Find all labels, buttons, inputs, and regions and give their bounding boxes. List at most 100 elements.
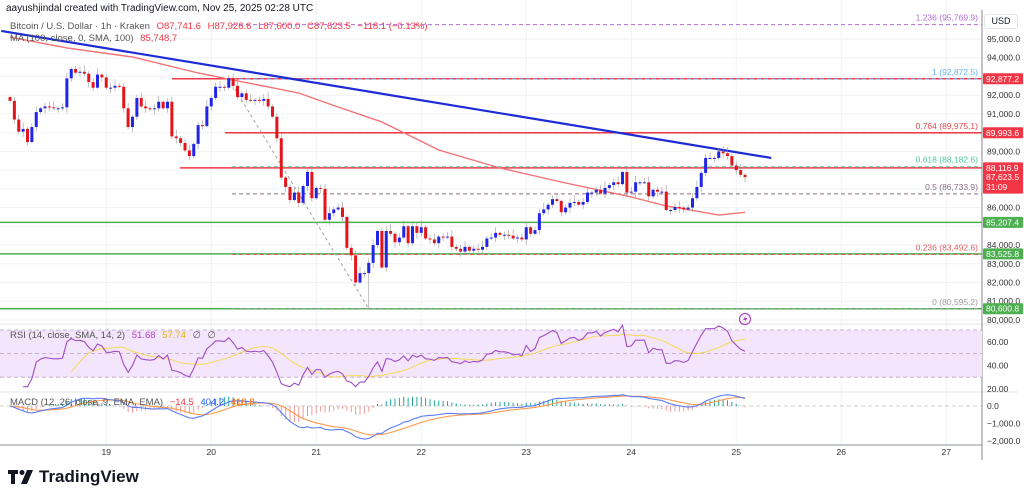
candle-body bbox=[214, 86, 218, 98]
tradingview-logo[interactable]: TradingView bbox=[8, 467, 139, 487]
price-tag-bg bbox=[983, 73, 1023, 85]
candle bbox=[669, 207, 673, 215]
candle-body bbox=[266, 98, 270, 107]
fib-level-label: 0.5 (86,733.9) bbox=[925, 182, 978, 192]
ma-legend[interactable]: MA (100, close, 0, SMA, 100) 85,748.7 bbox=[10, 33, 181, 44]
candle bbox=[717, 148, 721, 161]
candle bbox=[96, 68, 99, 90]
candle-body bbox=[227, 78, 231, 88]
candle-body bbox=[402, 226, 406, 238]
candle-body bbox=[695, 186, 699, 199]
candle bbox=[664, 185, 668, 212]
candle-body bbox=[424, 227, 428, 239]
candle bbox=[336, 203, 340, 211]
macd-histogram-value: −14.5 bbox=[169, 397, 194, 408]
candle-body bbox=[288, 186, 292, 201]
price-tag: 85,207.4 bbox=[983, 216, 1023, 228]
candle-body bbox=[336, 207, 340, 210]
candle-body bbox=[481, 246, 484, 250]
candle-body bbox=[699, 172, 703, 187]
candle bbox=[546, 202, 550, 215]
candle bbox=[651, 188, 655, 199]
candle bbox=[179, 135, 183, 147]
candle bbox=[481, 240, 484, 255]
candle bbox=[358, 266, 362, 284]
candle bbox=[454, 244, 458, 252]
candle-body bbox=[603, 187, 607, 194]
candle bbox=[726, 146, 729, 160]
rsi-legend[interactable]: RSI (14, close, SMA, 14, 2) 51.68 57.74 … bbox=[10, 330, 220, 341]
candle-body bbox=[577, 201, 581, 205]
candle bbox=[231, 73, 235, 91]
candle-body bbox=[354, 255, 358, 283]
price-tick-label: 80,000.0 bbox=[987, 315, 1020, 325]
candle bbox=[8, 95, 12, 103]
candle-body bbox=[629, 191, 633, 193]
candle-body bbox=[664, 191, 668, 211]
candle-body bbox=[78, 71, 82, 73]
time-tick-label: 21 bbox=[312, 447, 322, 457]
price-tick-label: 84,000.0 bbox=[987, 240, 1020, 250]
lightning-icon[interactable] bbox=[738, 312, 752, 326]
ma-label: MA (100, close, 0, SMA, 100) bbox=[10, 33, 134, 44]
candle bbox=[139, 93, 143, 108]
candle-body bbox=[437, 236, 441, 244]
currency-selector[interactable]: USD bbox=[984, 14, 1018, 29]
candle bbox=[214, 82, 218, 101]
rsi-tick-label: 20.00 bbox=[987, 384, 1009, 394]
candle-body bbox=[721, 151, 725, 154]
candle-body bbox=[43, 106, 47, 109]
candle-body bbox=[279, 138, 283, 178]
candle bbox=[542, 202, 546, 216]
macd-legend[interactable]: MACD (12, 26, close, 9, EMA, EMA) −14.5 … bbox=[10, 397, 259, 408]
candle-body bbox=[367, 262, 371, 274]
candle bbox=[166, 98, 169, 113]
candle bbox=[266, 92, 270, 110]
candle bbox=[306, 167, 309, 192]
candle-body bbox=[174, 136, 178, 139]
candle-body bbox=[647, 182, 651, 197]
candle-body bbox=[607, 185, 611, 188]
candle-body bbox=[179, 138, 183, 143]
price-tag-text: 80,600.8 bbox=[986, 304, 1019, 314]
candle-body bbox=[415, 226, 419, 233]
candle-body bbox=[323, 188, 327, 220]
candle bbox=[507, 229, 511, 240]
candle bbox=[686, 204, 690, 211]
candle bbox=[524, 221, 528, 245]
candle bbox=[520, 233, 524, 242]
symbol-name[interactable]: Bitcoin / U.S. Dollar · 1h · Kraken bbox=[10, 21, 150, 32]
candle bbox=[332, 207, 336, 217]
price-tag-text: 85,207.4 bbox=[986, 217, 1019, 227]
candle bbox=[599, 184, 603, 196]
candle bbox=[638, 179, 642, 186]
candle bbox=[704, 153, 708, 177]
candle bbox=[192, 142, 196, 159]
candle bbox=[634, 175, 638, 197]
candle-body bbox=[253, 99, 257, 101]
candle bbox=[537, 208, 541, 235]
candle bbox=[82, 65, 86, 77]
candle-body bbox=[34, 112, 38, 128]
candle-body bbox=[332, 209, 336, 214]
candle-body bbox=[319, 187, 323, 189]
chart-canvas[interactable]: 1.236 (95,769.9) 1 (92,872.5) 0.764 (89,97… bbox=[0, 0, 1024, 462]
price-tag-bg bbox=[983, 162, 1023, 174]
price-tag-bg bbox=[983, 303, 1023, 315]
candle bbox=[354, 250, 358, 286]
candle bbox=[61, 103, 64, 111]
fib-level-label: 0.236 (83,492.6) bbox=[916, 243, 979, 253]
candle bbox=[284, 176, 288, 193]
candle bbox=[485, 236, 489, 251]
candle bbox=[708, 152, 712, 160]
candle bbox=[607, 182, 611, 191]
candle bbox=[415, 221, 419, 239]
candle-body bbox=[249, 99, 253, 101]
candle-body bbox=[472, 248, 476, 251]
candle bbox=[292, 187, 296, 202]
rsi-sma-value: 57.74 bbox=[162, 330, 186, 341]
candle-body bbox=[292, 192, 296, 201]
fib-level-label: 0.764 (89,975.1) bbox=[916, 121, 979, 131]
time-tick-label: 26 bbox=[837, 447, 847, 457]
candle-body bbox=[61, 107, 64, 109]
